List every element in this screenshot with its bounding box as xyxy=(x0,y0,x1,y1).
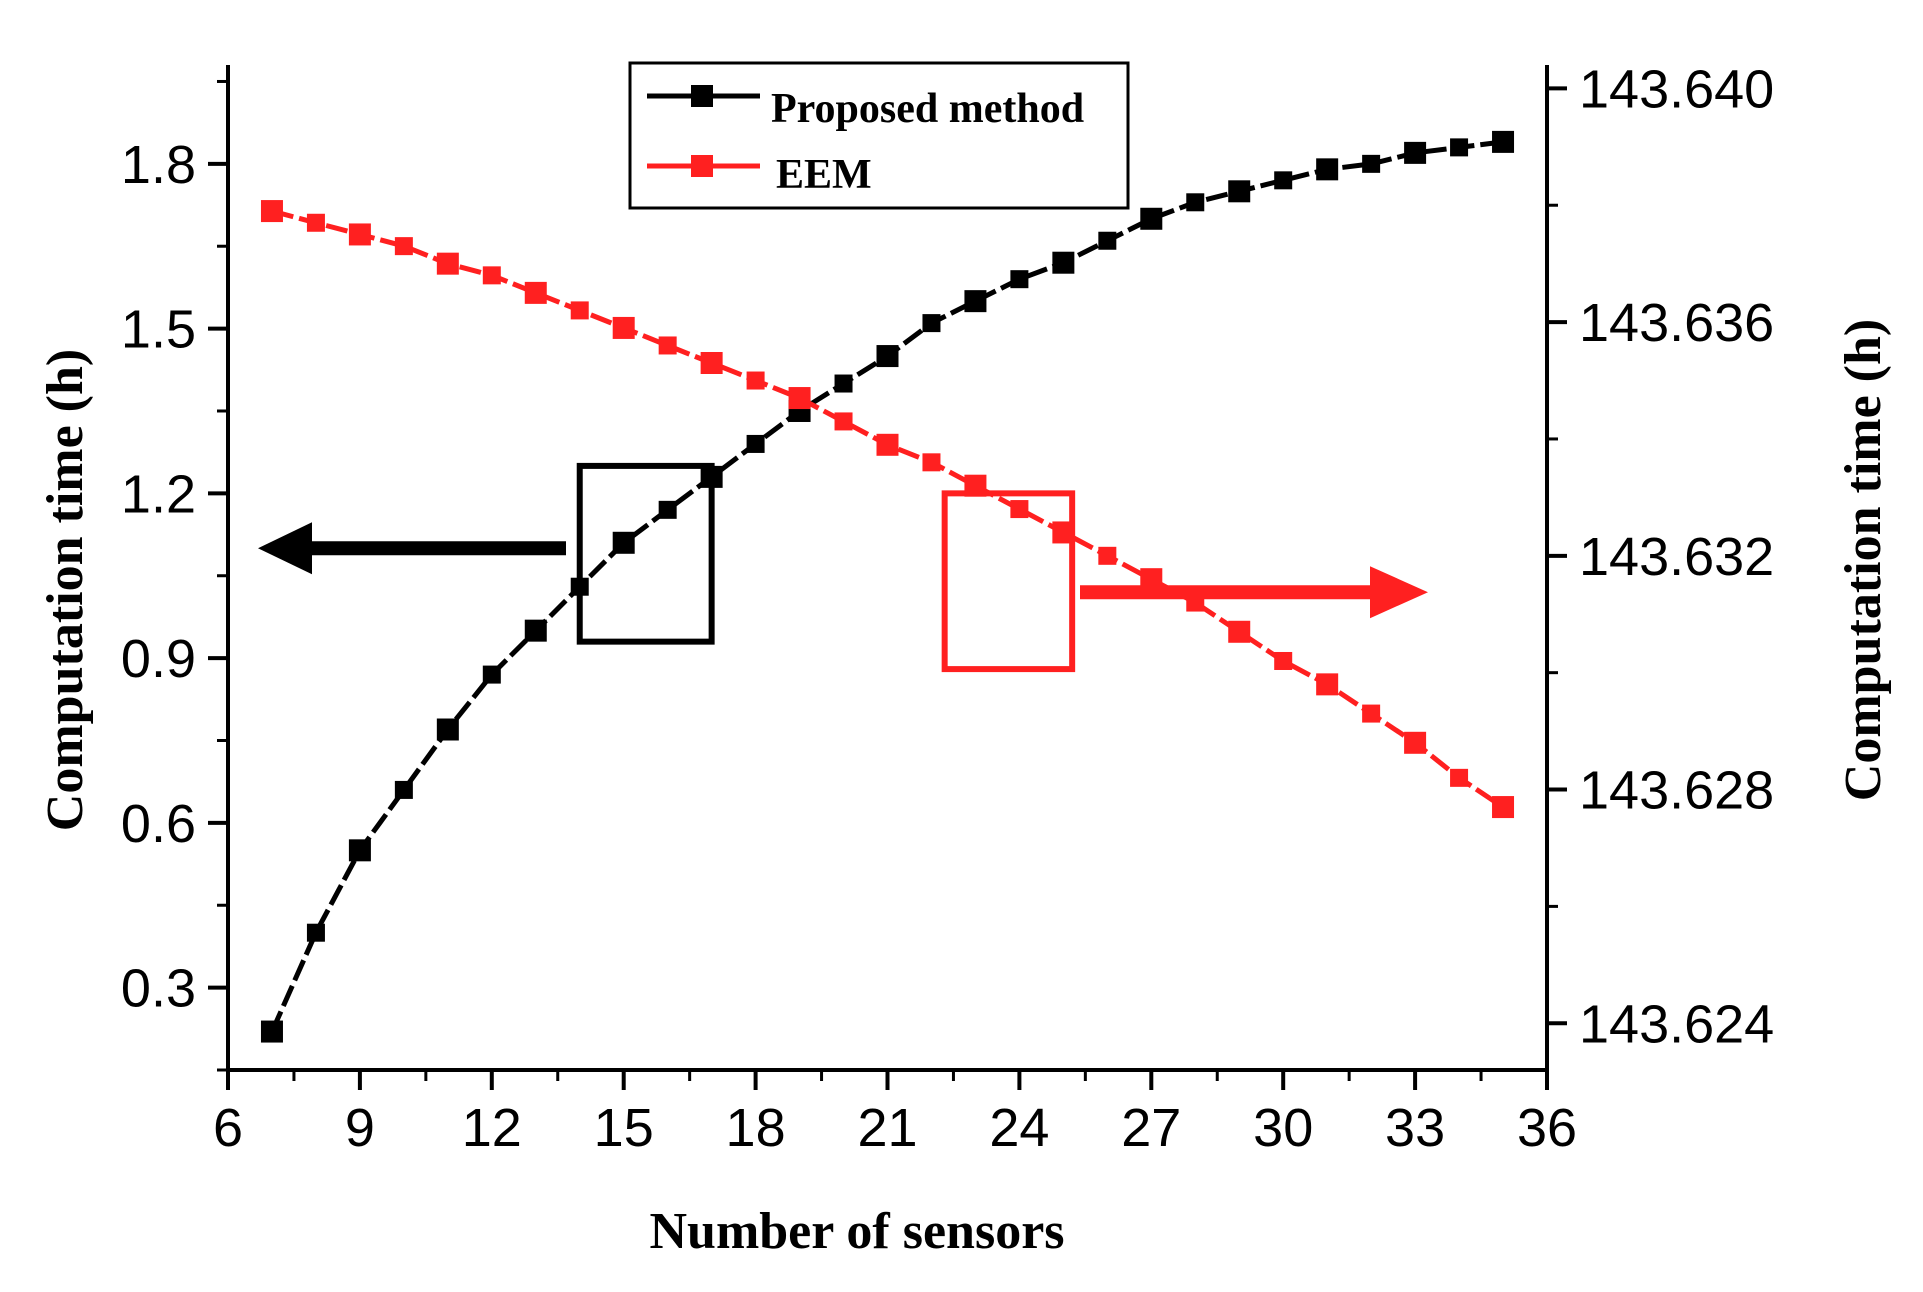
y-right-tick-label: 143.636 xyxy=(1579,293,1774,353)
data-point-proposed-method xyxy=(1362,154,1381,173)
data-point-eem xyxy=(1492,796,1515,819)
data-point-eem xyxy=(1404,731,1427,754)
data-point-proposed-method xyxy=(436,718,459,741)
y-left-tick-label: 0.9 xyxy=(121,629,196,689)
annotation-box-eem xyxy=(941,490,1076,673)
data-point-proposed-method xyxy=(260,1020,283,1043)
data-point-proposed-method xyxy=(482,665,501,684)
data-point-proposed-method xyxy=(1098,231,1117,250)
x-tick-label: 12 xyxy=(462,1098,522,1158)
y-right-tick-label: 143.624 xyxy=(1579,994,1774,1054)
data-point-eem xyxy=(1450,768,1469,787)
x-tick-label: 33 xyxy=(1385,1098,1445,1158)
y-left-tick-label: 1.8 xyxy=(121,135,196,195)
legend: Proposed method EEM xyxy=(628,61,1130,210)
data-point-proposed-method xyxy=(922,314,941,333)
data-point-eem xyxy=(922,453,941,472)
data-point-proposed-method xyxy=(1010,270,1029,289)
legend-label-eem: EEM xyxy=(776,152,872,198)
data-point-proposed-method xyxy=(1052,251,1075,274)
y-left-tick-label: 1.5 xyxy=(121,300,196,360)
data-point-eem xyxy=(700,351,723,374)
data-point-eem xyxy=(1228,620,1251,643)
data-point-eem xyxy=(876,433,899,456)
data-point-eem xyxy=(1052,521,1075,544)
x-tick-label: 6 xyxy=(213,1098,243,1158)
y-axis-left-title: Computation time (h) xyxy=(37,349,94,831)
data-point-eem xyxy=(1316,673,1339,696)
data-point-eem xyxy=(746,371,765,390)
y-right-tick-label: 143.640 xyxy=(1579,59,1774,119)
data-point-eem xyxy=(260,200,283,223)
data-point-proposed-method xyxy=(348,839,371,862)
data-point-eem xyxy=(834,412,853,431)
x-tick-label: 27 xyxy=(1121,1098,1181,1158)
data-point-eem xyxy=(570,301,589,320)
data-point-eem xyxy=(394,237,413,256)
data-point-eem xyxy=(348,223,371,246)
data-point-proposed-method xyxy=(1186,193,1205,212)
annotation-arrow-head-eem xyxy=(1370,566,1428,619)
data-point-proposed-method xyxy=(876,345,899,368)
data-point-proposed-method xyxy=(658,500,677,519)
data-point-proposed-method xyxy=(1140,207,1163,230)
x-tick-label: 24 xyxy=(989,1098,1049,1158)
y-left-tick-label: 1.2 xyxy=(121,464,196,524)
y-left-tick-label: 0.3 xyxy=(121,959,196,1019)
y-left-tick-label: 0.6 xyxy=(121,794,196,854)
x-tick-label: 36 xyxy=(1517,1098,1577,1158)
data-point-proposed-method xyxy=(834,374,853,393)
data-point-proposed-method xyxy=(394,780,413,799)
x-tick-label: 18 xyxy=(726,1098,786,1158)
data-point-proposed-method xyxy=(1228,180,1251,203)
x-tick-label: 15 xyxy=(594,1098,654,1158)
data-point-eem xyxy=(482,266,501,285)
data-point-proposed-method xyxy=(612,531,635,554)
data-point-proposed-method xyxy=(1492,130,1515,153)
annotation-box-proposed-method xyxy=(576,462,715,645)
data-point-eem xyxy=(1274,651,1293,670)
data-point-eem xyxy=(658,336,677,355)
data-point-proposed-method xyxy=(1316,158,1339,181)
data-point-proposed-method xyxy=(524,619,547,642)
data-point-proposed-method xyxy=(1404,141,1427,164)
data-point-proposed-method xyxy=(746,434,765,453)
x-tick-label: 21 xyxy=(857,1098,917,1158)
data-point-proposed-method xyxy=(1450,138,1469,157)
data-point-proposed-method xyxy=(964,290,987,313)
data-point-eem xyxy=(1010,500,1029,519)
data-point-eem xyxy=(1140,568,1163,591)
x-tick-label: 30 xyxy=(1253,1098,1313,1158)
x-axis-title: Number of sensors xyxy=(649,1203,1064,1260)
legend-box xyxy=(628,61,1130,210)
y-right-tick-label: 143.632 xyxy=(1579,527,1774,587)
annotation-arrow-head-proposed-method xyxy=(258,522,312,575)
legend-marker-eem xyxy=(691,155,713,177)
data-point-eem xyxy=(436,252,459,275)
data-point-eem xyxy=(1362,704,1381,723)
y-right-tick-label: 143.628 xyxy=(1579,761,1774,821)
legend-label-proposed: Proposed method xyxy=(771,86,1084,132)
data-point-eem xyxy=(788,387,811,410)
legend-marker-proposed xyxy=(691,85,713,107)
data-point-proposed-method xyxy=(1274,171,1293,190)
data-point-eem xyxy=(612,316,635,339)
data-point-eem xyxy=(524,281,547,304)
y-axis-right-title: Computation time (h) xyxy=(1835,319,1892,801)
data-point-eem xyxy=(1098,546,1117,565)
data-point-eem xyxy=(306,213,325,232)
data-point-proposed-method xyxy=(306,923,325,942)
x-tick-label: 9 xyxy=(345,1098,375,1158)
